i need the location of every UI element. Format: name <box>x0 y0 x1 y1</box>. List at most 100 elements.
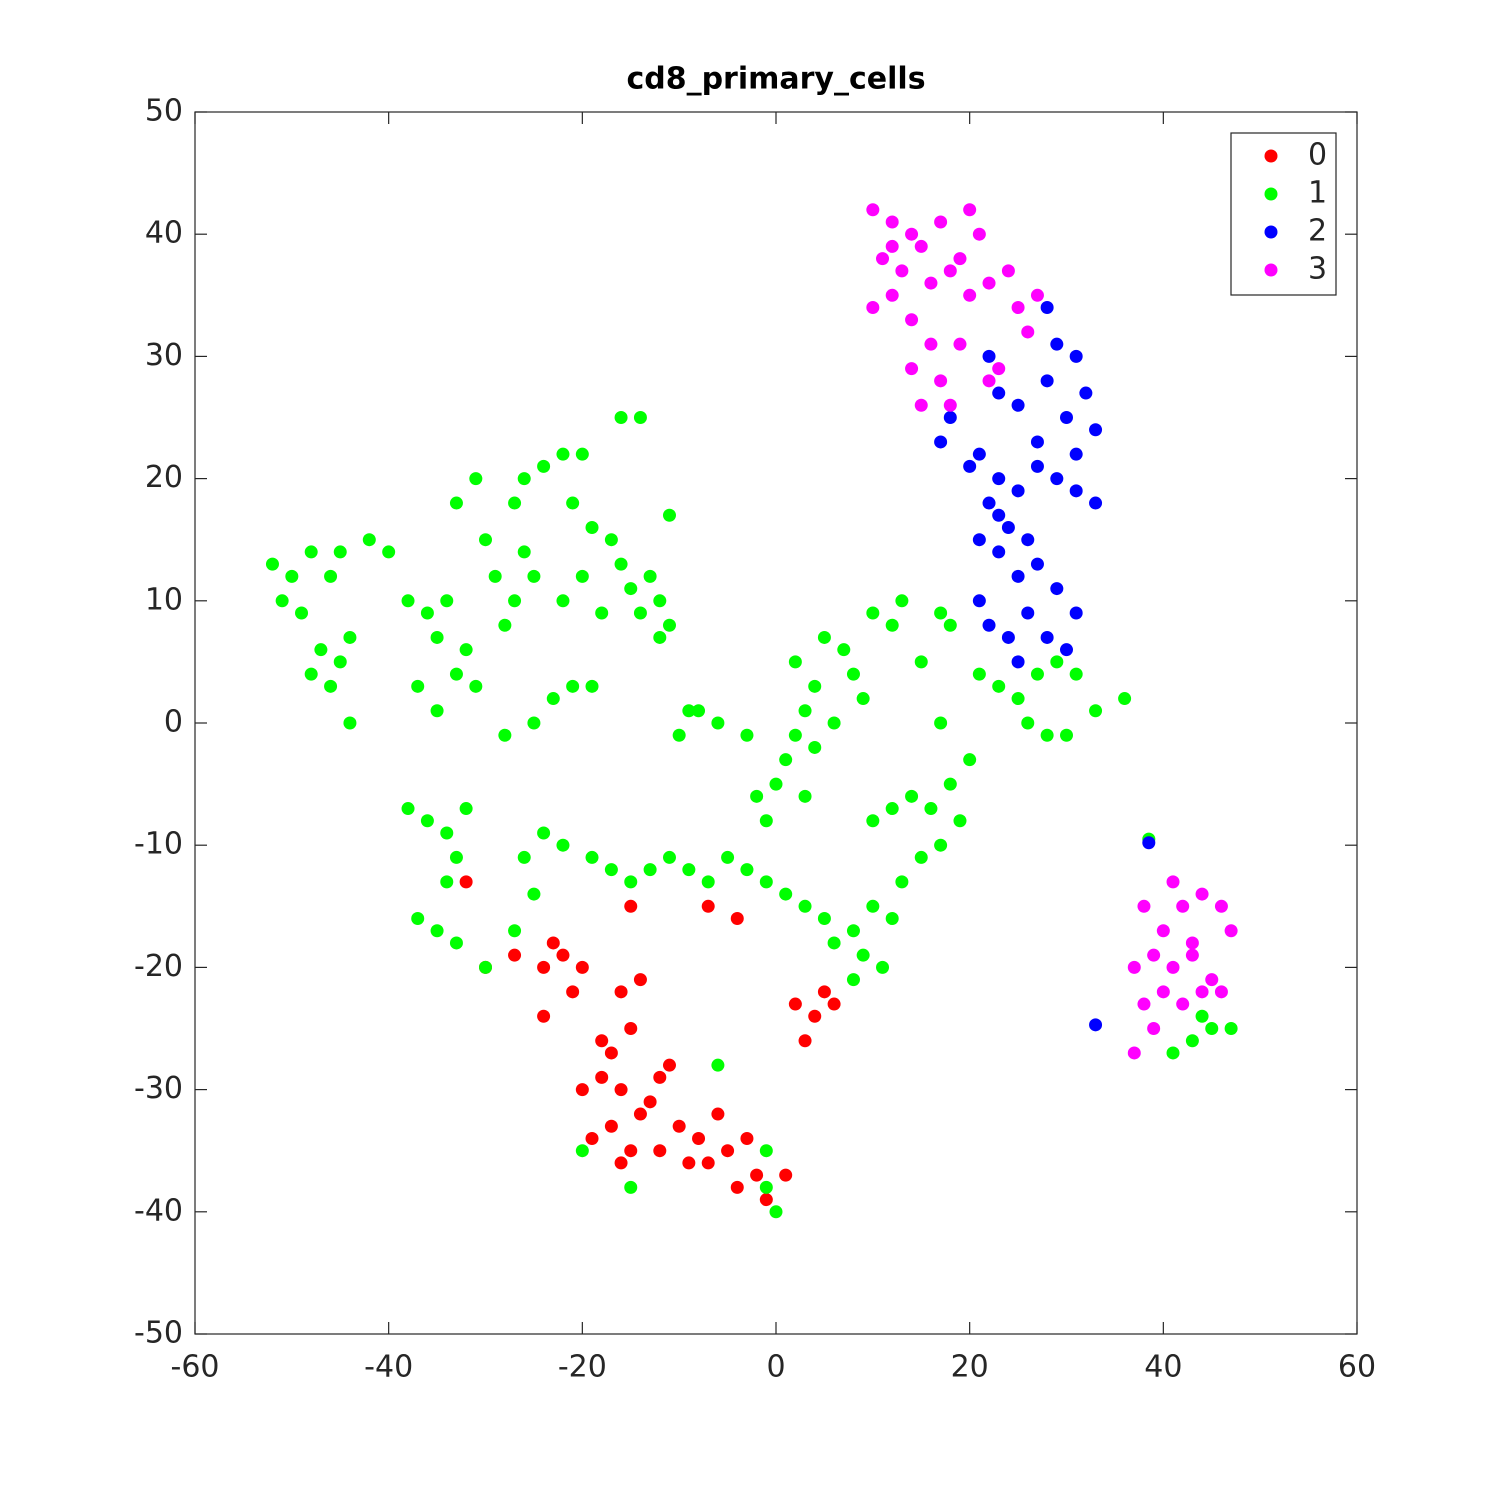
point <box>614 1156 628 1170</box>
point <box>343 630 357 644</box>
point <box>1001 630 1015 644</box>
point <box>469 679 483 693</box>
point <box>1137 997 1151 1011</box>
point <box>624 875 638 889</box>
point <box>1050 655 1064 669</box>
point <box>1011 655 1025 669</box>
point <box>498 728 512 742</box>
point <box>750 789 764 803</box>
point <box>362 533 376 547</box>
point <box>653 1144 667 1158</box>
point <box>798 899 812 913</box>
point <box>1011 484 1025 498</box>
point <box>934 435 948 449</box>
point <box>604 863 618 877</box>
point <box>556 948 570 962</box>
point <box>1001 520 1015 534</box>
point <box>769 1205 783 1219</box>
point <box>566 679 580 693</box>
point <box>1142 836 1156 850</box>
point <box>1185 936 1199 950</box>
point <box>1224 1022 1238 1035</box>
point <box>885 618 899 632</box>
point <box>885 215 899 229</box>
y-tick-label: -20 <box>134 949 183 984</box>
point <box>624 1144 638 1158</box>
point <box>517 850 531 864</box>
point <box>788 728 802 742</box>
point <box>633 973 647 987</box>
point <box>401 802 415 816</box>
point <box>992 679 1006 693</box>
point <box>479 533 492 547</box>
point <box>1040 301 1054 315</box>
point <box>701 1156 715 1170</box>
point <box>1030 459 1044 473</box>
point <box>827 936 841 950</box>
x-tick-label: 60 <box>1338 1350 1376 1385</box>
point <box>1127 1046 1141 1060</box>
point <box>662 1058 676 1072</box>
point <box>963 459 977 473</box>
point <box>585 679 599 693</box>
point <box>963 203 977 217</box>
point <box>498 618 512 632</box>
point <box>895 594 909 608</box>
point <box>527 887 541 901</box>
point <box>1089 496 1103 510</box>
point <box>730 1180 744 1194</box>
y-tick-label: -40 <box>134 1193 183 1228</box>
point <box>624 899 638 913</box>
point <box>1011 301 1025 315</box>
point <box>643 569 657 583</box>
point <box>1011 692 1025 706</box>
point <box>633 1107 647 1121</box>
point <box>1050 337 1064 351</box>
point <box>333 545 347 559</box>
point <box>1127 960 1141 974</box>
point <box>943 264 957 278</box>
point <box>895 264 909 278</box>
point <box>595 1070 609 1084</box>
point <box>614 985 628 999</box>
y-tick-label: 50 <box>145 94 183 129</box>
point <box>876 960 890 974</box>
point <box>682 1156 696 1170</box>
point <box>798 789 812 803</box>
point <box>488 569 502 583</box>
point <box>1147 948 1161 962</box>
y-tick-label: -50 <box>134 1316 183 1351</box>
point <box>566 985 580 999</box>
point <box>759 875 773 889</box>
point <box>1030 667 1044 681</box>
point <box>440 875 454 889</box>
point <box>701 899 715 913</box>
point <box>905 789 919 803</box>
point <box>508 594 522 608</box>
point <box>808 679 822 693</box>
point <box>1166 960 1180 974</box>
point <box>508 948 522 962</box>
point <box>914 655 928 669</box>
point <box>537 459 551 473</box>
point <box>846 667 860 681</box>
point <box>711 1107 725 1121</box>
point <box>982 374 996 388</box>
point <box>653 1070 667 1084</box>
point <box>905 227 919 241</box>
point <box>469 472 483 486</box>
point <box>885 239 899 253</box>
point <box>401 594 415 608</box>
point <box>508 496 522 510</box>
point <box>633 606 647 620</box>
point <box>517 545 531 559</box>
point <box>459 643 473 657</box>
point <box>982 276 996 290</box>
point <box>430 924 444 938</box>
point <box>672 1119 686 1133</box>
point <box>992 472 1006 486</box>
y-tick-label: -10 <box>134 827 183 862</box>
point <box>759 1144 773 1158</box>
point <box>604 533 618 547</box>
point <box>537 826 551 840</box>
